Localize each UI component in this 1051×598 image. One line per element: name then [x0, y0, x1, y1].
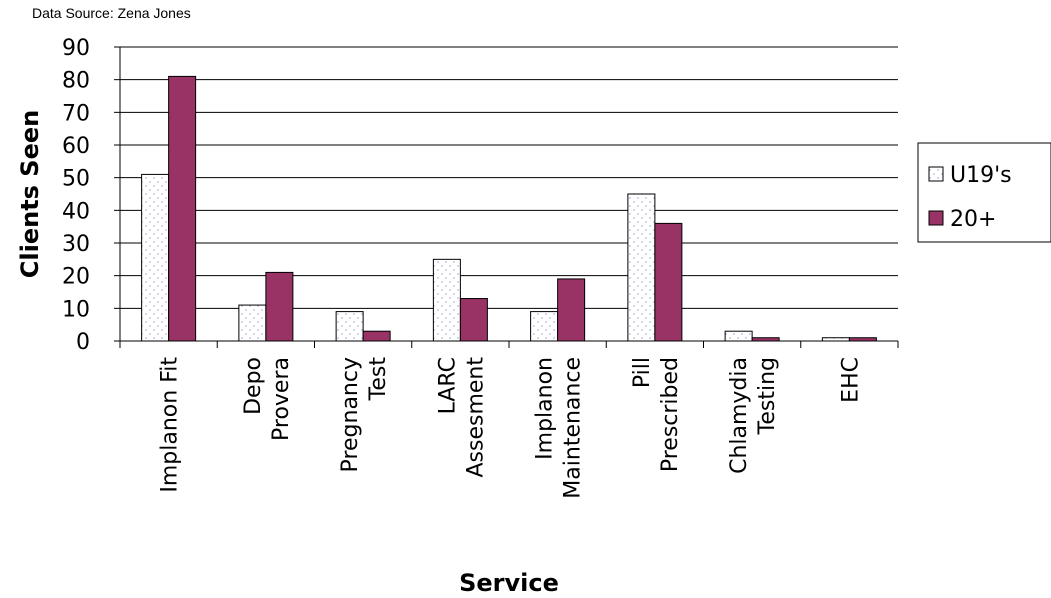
x-category-label: Depo [241, 357, 266, 415]
bar-u19 [432, 258, 461, 342]
y-tick-label: 40 [62, 199, 90, 224]
legend-swatch [928, 210, 944, 226]
bar-u19 [627, 193, 656, 342]
bar-20-plus [459, 298, 488, 342]
legend: U19's 20+ [917, 142, 1051, 243]
x-category-label: Testing [755, 357, 780, 435]
y-tick-label: 30 [62, 232, 90, 257]
x-category-label: Assesment [463, 357, 488, 478]
bar-u19 [141, 173, 170, 342]
bar-20-plus [362, 330, 391, 342]
y-tick-label: 80 [62, 69, 90, 94]
bar-20-plus [265, 271, 294, 342]
x-category-labels: Implanon Fit Depo Provera Pregnancy Test LARC… [158, 357, 864, 499]
x-axis-title: Service [459, 569, 559, 597]
bars [141, 75, 877, 342]
x-category-label: Implanon Fit [158, 357, 183, 493]
bar-20-plus [168, 75, 197, 342]
y-tick-label: 20 [62, 265, 90, 290]
y-tick-label: 0 [76, 330, 90, 355]
y-tick-label: 90 [62, 36, 90, 61]
legend-label: 20+ [950, 207, 996, 232]
bar-u19 [724, 330, 753, 342]
legend-label: U19's [950, 163, 1012, 188]
x-category-label: Pregnancy [338, 357, 363, 472]
x-category-label: LARC [435, 357, 460, 414]
y-tick-label: 10 [62, 297, 90, 322]
bar-u19 [238, 304, 267, 342]
x-category-label: Pill [630, 357, 655, 388]
bar-u19 [530, 311, 559, 342]
x-category-label: Prescribed [658, 357, 683, 472]
gridlines [120, 46, 898, 309]
x-category-label: Test [366, 357, 391, 402]
y-tick-label: 60 [62, 134, 90, 159]
bar-20-plus [654, 222, 683, 342]
x-category-label: Maintenance [561, 357, 586, 499]
x-category-label: Implanon [533, 357, 558, 460]
legend-swatch [928, 166, 944, 182]
bar-u19 [335, 311, 364, 342]
axes [114, 46, 899, 348]
x-category-label: Provera [269, 357, 294, 441]
y-tick-label: 70 [62, 101, 90, 126]
x-category-label: Chlamydia [727, 357, 752, 474]
bar-20-plus [557, 278, 586, 342]
x-category-label: EHC [838, 357, 863, 403]
y-tick-labels: 0 10 20 30 40 50 60 70 80 90 [62, 36, 90, 355]
y-axis-title: Clients Seen [16, 110, 44, 278]
data-source-note: Data Source: Zena Jones [32, 5, 191, 21]
y-tick-label: 50 [62, 167, 90, 192]
